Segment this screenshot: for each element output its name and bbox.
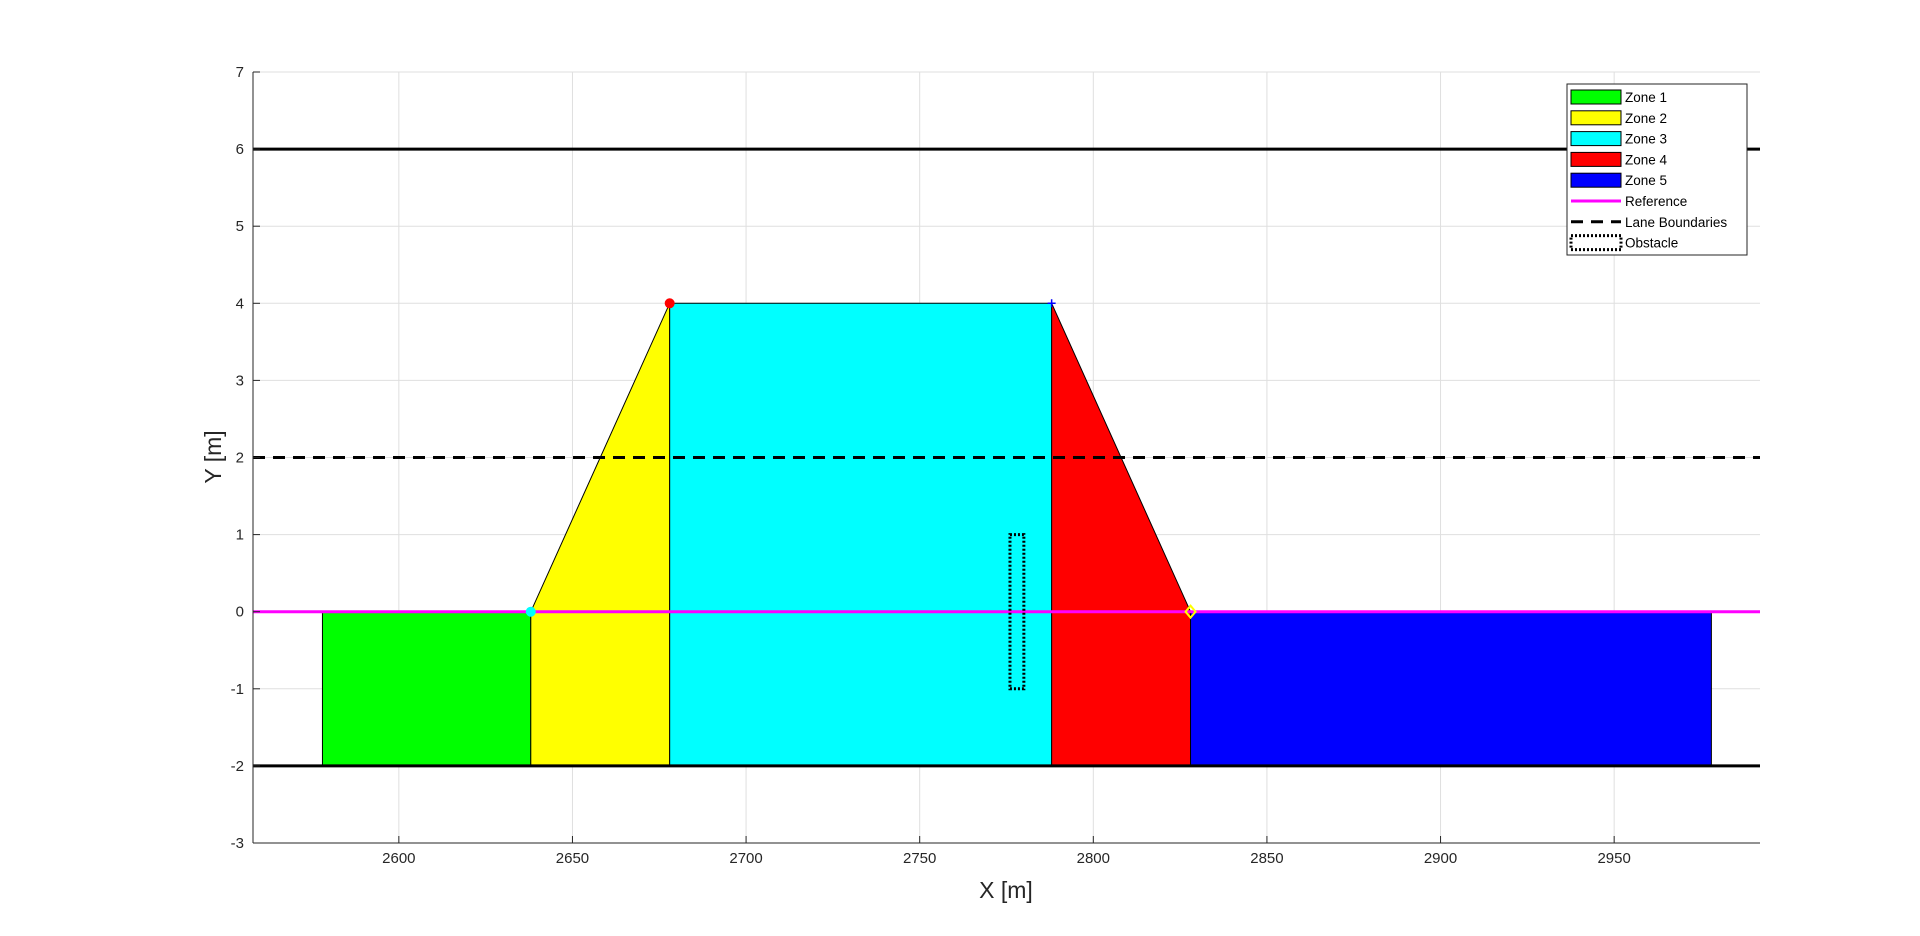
legend-label-zone-4: Zone 4 (1625, 152, 1668, 167)
x-tick-label-2950: 2950 (1597, 850, 1630, 867)
x-axis-label: X [m] (979, 877, 1033, 903)
legend-label-obstacle: Obstacle (1625, 236, 1678, 251)
y-tick-label-1: 1 (236, 527, 244, 544)
legend-label-zone-3: Zone 3 (1625, 132, 1667, 147)
legend-label-reference: Reference (1625, 194, 1687, 209)
markers (525, 298, 1197, 620)
y-tick-label--1: -1 (231, 681, 244, 698)
legend-label-zone-2: Zone 2 (1625, 111, 1667, 126)
zone-5-polygon (1190, 611, 1712, 767)
legend-label-lane-boundaries: Lane Boundaries (1625, 215, 1727, 230)
y-tick-label--2: -2 (231, 758, 244, 775)
legend-swatch-zone-1 (1570, 89, 1622, 105)
legend: Zone 1 Zone 2 Zone 3 Zone 4 Zone 5 Reference L… (1566, 83, 1748, 256)
y-tick-label-5: 5 (236, 218, 244, 235)
y-tick-label-2: 2 (236, 450, 244, 467)
x-tick-label-2650: 2650 (556, 850, 589, 867)
zone-3-polygon (669, 302, 1053, 767)
legend-label-zone-5: Zone 5 (1625, 173, 1667, 188)
lines (253, 147, 1760, 768)
legend-swatch-zone-2 (1570, 110, 1622, 126)
x-tick-label-2900: 2900 (1424, 850, 1457, 867)
y-tick-label-7: 7 (236, 64, 244, 81)
zone-3-end-marker (1047, 299, 1056, 308)
x-tick-label-2700: 2700 (729, 850, 762, 867)
legend-swatch-zone-3 (1570, 131, 1622, 147)
legend-label-zone-1: Zone 1 (1625, 90, 1667, 105)
x-tick-label-2600: 2600 (382, 850, 415, 867)
y-tick-label-4: 4 (236, 295, 244, 312)
y-tick-label-6: 6 (236, 141, 244, 158)
ticks: 2600 2650 2700 2750 2800 2850 2900 2950 -3 -2 -1 0 1… (231, 64, 1631, 867)
legend-swatch-zone-4 (1570, 151, 1622, 167)
zones (321, 302, 1712, 767)
x-tick-label-2750: 2750 (903, 850, 936, 867)
zone-1-polygon (321, 611, 532, 767)
legend-swatch-obstacle (1569, 234, 1623, 252)
x-tick-label-2850: 2850 (1250, 850, 1283, 867)
y-tick-label--3: -3 (231, 835, 244, 852)
legend-swatch-zone-5 (1570, 172, 1622, 188)
x-tick-label-2800: 2800 (1077, 850, 1110, 867)
zone-2-start-marker (525, 606, 536, 617)
zone-3-start-marker (664, 298, 675, 309)
y-tick-label-0: 0 (236, 604, 244, 621)
y-tick-label-3: 3 (236, 372, 244, 389)
y-axis-label: Y [m] (200, 430, 226, 483)
zone-5-start-marker (1184, 604, 1197, 620)
